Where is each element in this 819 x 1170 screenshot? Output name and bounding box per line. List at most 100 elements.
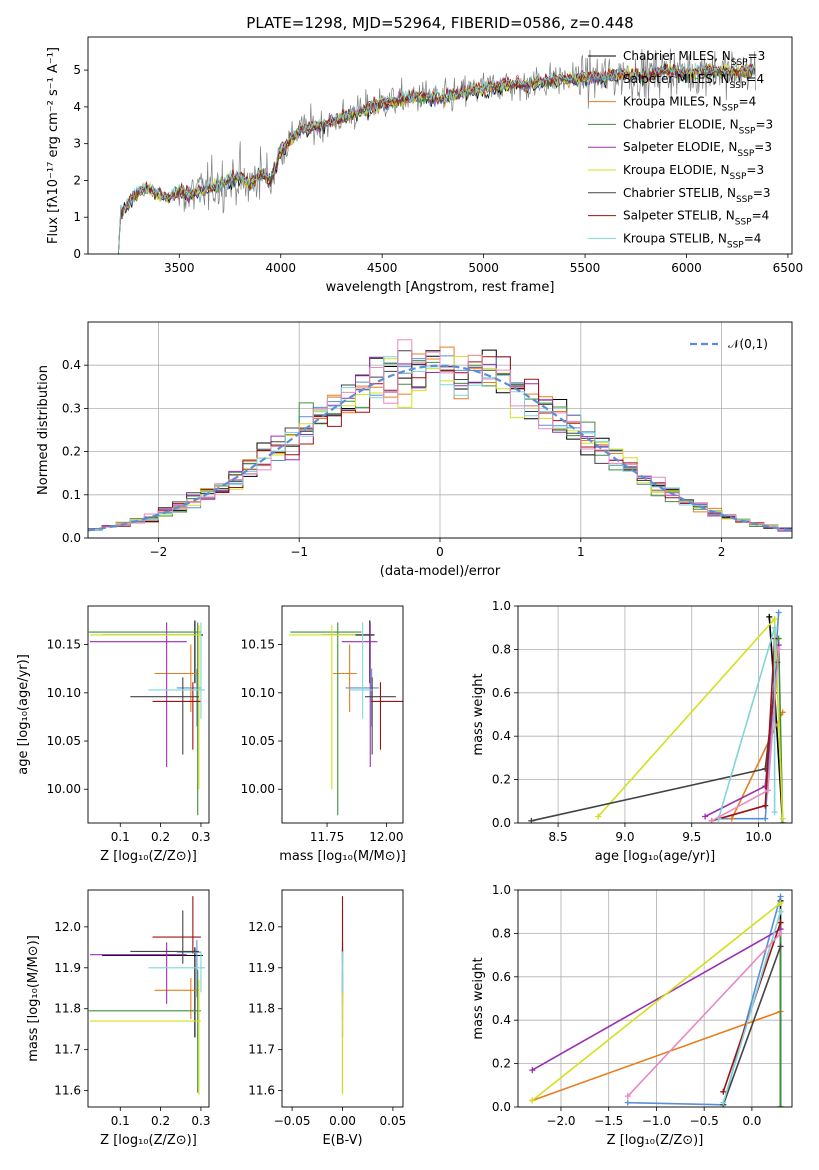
residual-histogram-panel: −2 −1 0 1 2 0.0 0.1 0.2 0.3 0.4 (data-model)/error…: [36, 321, 793, 579]
y-axis-label: mass weight: [471, 673, 486, 755]
weight-vs-metallicity-panel: −2.0 −1.5 −1.0 −0.5 0.0 0.0 0.2 0.4 0.6 0.8 1.0 Z […: [471, 883, 793, 1148]
y-axis-label: Flux [fλ10⁻¹⁷ erg cm⁻² s⁻¹ A⁻¹]: [46, 47, 61, 244]
axes-frame: [281, 889, 404, 1108]
residual-histogram-step: [88, 339, 792, 531]
y-tick-label: 10.00: [47, 782, 81, 796]
y-tick-label: 0.0: [492, 816, 511, 830]
weight-marker: [779, 815, 786, 822]
x-tick-label: 12.00: [369, 830, 403, 844]
y-tick-label: 0.4: [492, 1013, 511, 1027]
errorbar-point: [370, 682, 403, 750]
y-tick-label: 1: [73, 210, 81, 224]
y-tick-label: 11.7: [248, 1043, 275, 1057]
x-tick-label: 2: [718, 545, 726, 559]
weight-marker: [702, 813, 709, 820]
weight-vs-age-panel: 8.5 9.0 9.5 10.0 0.0 0.2 0.4 0.6 0.8 1.0 age [log₁…: [471, 599, 793, 864]
y-tick-label: 11.8: [248, 1002, 275, 1016]
errorbar-point: [341, 622, 378, 768]
errorbar-point: [290, 622, 362, 816]
errorbar-point: [152, 682, 201, 750]
x-tick-label: 6000: [671, 261, 702, 275]
weight-marker: [766, 613, 773, 620]
weight-line: [531, 928, 781, 1071]
legend-entry: Chabrier STELIB, NSSP=3: [623, 186, 771, 205]
x-tick-label: 10.0: [745, 830, 772, 844]
axes-frame: [517, 889, 793, 1108]
figure-title: PLATE=1298, MJD=52964, FIBERID=0586, z=0…: [246, 14, 633, 32]
y-tick-label: 1.0: [492, 883, 511, 897]
age-vs-metallicity-panel: 0.1 0.2 0.3 10.00 10.05 10.10 10.15 Z [log₁₀(Z/…: [16, 605, 210, 864]
axes-frame: [87, 36, 793, 255]
weight-line: [627, 932, 782, 1097]
legend-entry: Salpeter STELIB, NSSP=4: [623, 209, 769, 228]
errorbar-point: [148, 951, 205, 993]
y-tick-label: 11.9: [248, 961, 275, 975]
x-axis-label: wavelength [Angstrom, rest frame]: [326, 280, 555, 295]
mass-vs-metallicity-panel: 0.1 0.2 0.3 11.6 11.7 11.8 11.9 12.0 Z [log₁₀(Z/…: [26, 889, 210, 1148]
x-tick-label: 0.2: [151, 830, 170, 844]
x-axis-label: Z [log₁₀(Z/Z⊙)]: [100, 1133, 197, 1148]
y-tick-label: 2: [73, 173, 81, 187]
x-tick-label: 5500: [570, 261, 601, 275]
x-tick-label: −2.0: [546, 1114, 575, 1128]
errorbar-point: [88, 622, 201, 816]
weight-line: [531, 902, 781, 1102]
weight-line: [722, 946, 782, 1106]
y-tick-label: 10.05: [47, 734, 81, 748]
x-tick-label: −0.05: [274, 1114, 311, 1128]
y-tick-label: 11.6: [54, 1084, 81, 1098]
errorbar-point: [88, 969, 201, 1093]
weight-marker: [764, 787, 771, 794]
weight-marker: [777, 919, 784, 926]
y-tick-label: 11.9: [54, 961, 81, 975]
errorbar-point: [90, 942, 187, 1004]
axes-frame: [87, 605, 210, 824]
y-tick-label: 10.05: [241, 734, 275, 748]
x-tick-label: 1: [577, 545, 585, 559]
weight-marker: [777, 1104, 784, 1107]
weight-marker: [529, 1067, 536, 1074]
y-tick-label: 10.10: [47, 686, 81, 700]
y-tick-label: 0: [73, 247, 81, 261]
legend-entry: Kroupa ELODIE, NSSP=3: [623, 163, 764, 182]
x-tick-label: 4000: [265, 261, 296, 275]
y-axis-label: mass weight: [471, 957, 486, 1039]
legend-entry: Salpeter MILES, NSSP=4: [623, 72, 764, 91]
weight-marker: [529, 1097, 536, 1104]
y-axis-label: Normed distribution: [36, 365, 51, 495]
y-tick-label: 10.15: [47, 638, 81, 652]
y-tick-label: 11.7: [54, 1043, 81, 1057]
x-tick-label: 9.0: [615, 830, 634, 844]
y-tick-label: 0.0: [62, 531, 81, 545]
x-tick-label: 6500: [773, 261, 804, 275]
axes-frame: [281, 605, 404, 824]
y-tick-label: 0.6: [492, 970, 511, 984]
y-tick-label: 0.4: [492, 729, 511, 743]
y-tick-label: 0.4: [62, 358, 81, 372]
x-tick-label: 0.2: [151, 1114, 170, 1128]
x-tick-label: 0.00: [329, 1114, 356, 1128]
weight-line: [532, 1010, 781, 1102]
y-tick-label: 10.15: [241, 638, 275, 652]
y-tick-label: 11.6: [248, 1084, 275, 1098]
legend-entry: Chabrier ELODIE, NSSP=3: [623, 117, 773, 136]
y-tick-label: 0.6: [492, 686, 511, 700]
x-tick-label: 0.3: [191, 1114, 210, 1128]
x-tick-label: 4500: [367, 261, 398, 275]
weight-marker: [777, 930, 784, 937]
y-tick-label: 0.0: [492, 1100, 511, 1114]
y-tick-label: 10.10: [241, 686, 275, 700]
y-tick-label: 0.3: [62, 401, 81, 415]
axes-frame: [517, 605, 793, 824]
weight-marker: [777, 908, 784, 915]
x-tick-label: −1.5: [594, 1114, 623, 1128]
errorbar-point: [176, 939, 201, 998]
weight-marker: [762, 815, 769, 822]
y-tick-label: 0.1: [62, 488, 81, 502]
x-tick-label: 3500: [164, 261, 195, 275]
errorbar-point: [348, 622, 373, 719]
errorbar-point: [90, 622, 187, 768]
y-axis-label: mass [log₁₀(M/M⊙)]: [26, 935, 41, 1062]
weight-marker: [762, 783, 769, 790]
